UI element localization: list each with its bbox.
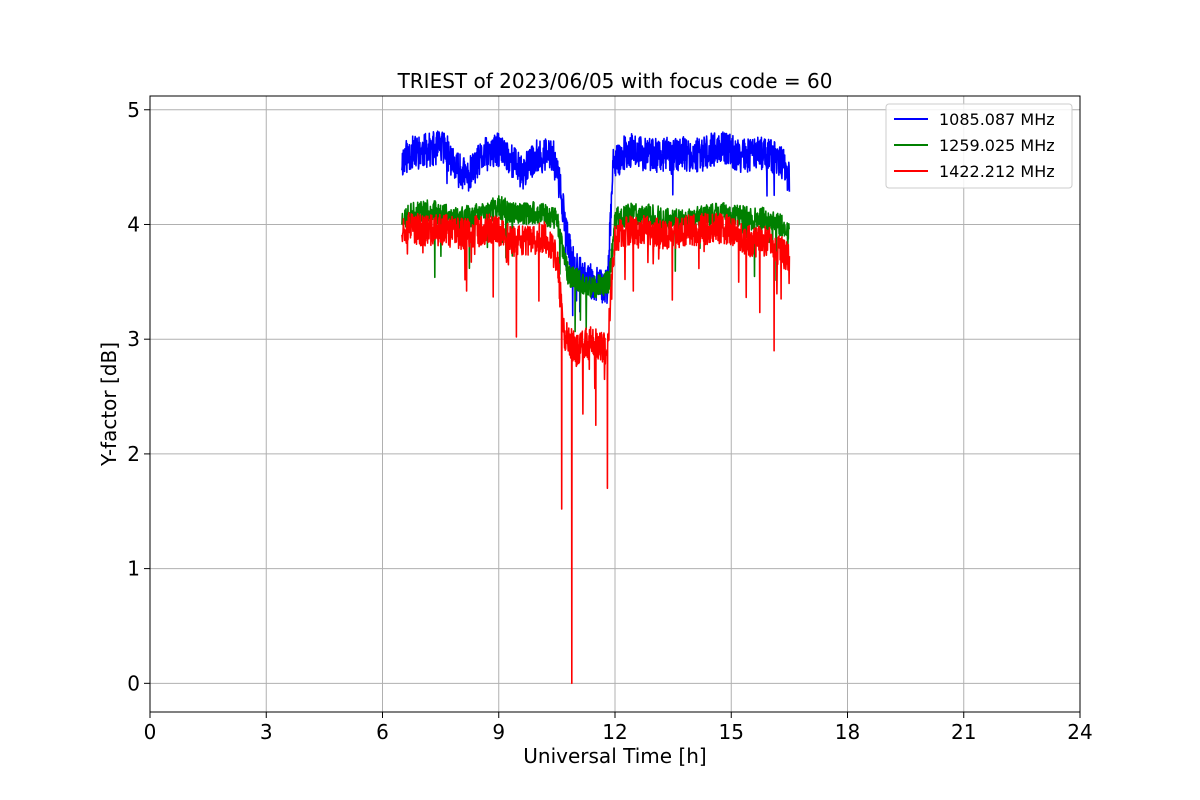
y-tick-label: 3 <box>127 327 140 351</box>
y-tick-label: 1 <box>127 557 140 581</box>
x-tick-label: 12 <box>602 720 627 744</box>
x-tick-label: 9 <box>492 720 505 744</box>
y-axis-ticks: 0 1 2 3 4 5 <box>127 98 150 695</box>
legend-label: 1422.212 MHz <box>939 162 1055 181</box>
plot-lines <box>401 130 791 685</box>
x-tick-label: 18 <box>835 720 860 744</box>
legend-label: 1259.025 MHz <box>939 136 1055 155</box>
chart-title: TRIEST of 2023/06/05 with focus code = 6… <box>397 69 833 93</box>
x-axis-label: Universal Time [h] <box>523 744 706 768</box>
series-line-2 <box>401 195 791 333</box>
x-tick-label: 24 <box>1067 720 1092 744</box>
y-tick-label: 0 <box>127 671 140 695</box>
x-tick-label: 6 <box>376 720 389 744</box>
x-axis-ticks: 0 3 6 9 12 15 18 21 24 <box>144 712 1093 744</box>
legend: 1085.087 MHz 1259.025 MHz 1422.212 MHz <box>885 103 1073 189</box>
series-line-3 <box>401 212 791 685</box>
y-tick-label: 2 <box>127 442 140 466</box>
y-tick-label: 4 <box>127 212 140 236</box>
y-axis-label: Y-factor [dB] <box>97 342 121 467</box>
x-tick-label: 21 <box>951 720 976 744</box>
legend-label: 1085.087 MHz <box>939 110 1055 129</box>
legend-box <box>885 103 1073 189</box>
x-tick-label: 15 <box>719 720 744 744</box>
y-tick-label: 5 <box>127 98 140 122</box>
x-tick-label: 0 <box>144 720 157 744</box>
x-tick-label: 3 <box>260 720 273 744</box>
